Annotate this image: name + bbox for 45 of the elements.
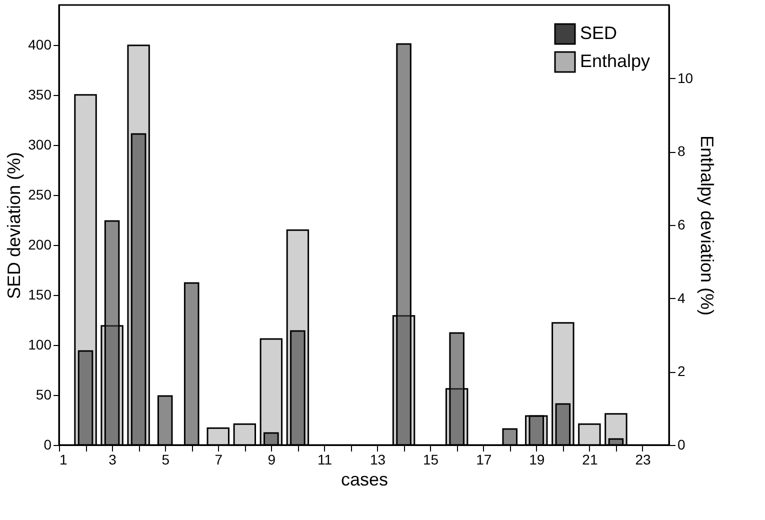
x-tick-label: 3 xyxy=(108,452,117,468)
legend-label: SED xyxy=(580,23,618,43)
y-tick-label: 350 xyxy=(28,86,52,102)
legend-label: Enthalpy xyxy=(580,51,650,71)
bar xyxy=(555,403,571,446)
y-tick-label: 300 xyxy=(28,136,52,152)
y2-tick-label: 0 xyxy=(678,436,686,452)
bar xyxy=(502,428,518,446)
x-tick-label: 23 xyxy=(635,452,651,468)
x-tick-label: 5 xyxy=(162,452,170,468)
y-tick-label: 200 xyxy=(28,236,52,252)
x-tick-label: 21 xyxy=(582,452,598,468)
y2-tick-label: 4 xyxy=(678,290,686,306)
y-tick-label: 50 xyxy=(36,386,52,402)
y-axis-title: SED deviation (%) xyxy=(4,152,24,300)
x-tick-label: 17 xyxy=(476,452,492,468)
x-tick-label: 19 xyxy=(529,452,545,468)
x-tick-label: 1 xyxy=(60,452,68,468)
bar xyxy=(604,413,628,446)
bar xyxy=(260,338,283,446)
x-axis-title: cases xyxy=(340,470,388,490)
y2-tick-label: 2 xyxy=(678,363,686,380)
y-tick-label: 400 xyxy=(28,36,52,52)
bar xyxy=(264,432,279,446)
y-tick-label: 0 xyxy=(44,436,52,452)
y-tick-label: 100 xyxy=(28,336,52,352)
x-tick-label: 13 xyxy=(370,452,386,468)
y-tick-label: 250 xyxy=(28,186,52,202)
bar xyxy=(184,282,200,446)
y2-tick-label: 10 xyxy=(678,70,694,86)
x-tick-label: 11 xyxy=(317,452,332,468)
x-tick-label: 9 xyxy=(268,452,276,468)
bar xyxy=(206,427,230,446)
x-tick-label: 15 xyxy=(423,452,439,468)
bar xyxy=(233,423,256,446)
bar xyxy=(78,350,94,446)
y2-axis-title: Enthalpy deviation (%) xyxy=(697,135,718,316)
x-tick-label: 7 xyxy=(214,452,223,468)
bar xyxy=(608,438,624,446)
y2-tick-label: 6 xyxy=(678,216,686,232)
y2-tick-label: 8 xyxy=(678,143,686,160)
bar xyxy=(578,423,601,446)
y-tick-label: 150 xyxy=(28,286,52,302)
bar xyxy=(157,395,173,446)
bar xyxy=(290,330,306,446)
